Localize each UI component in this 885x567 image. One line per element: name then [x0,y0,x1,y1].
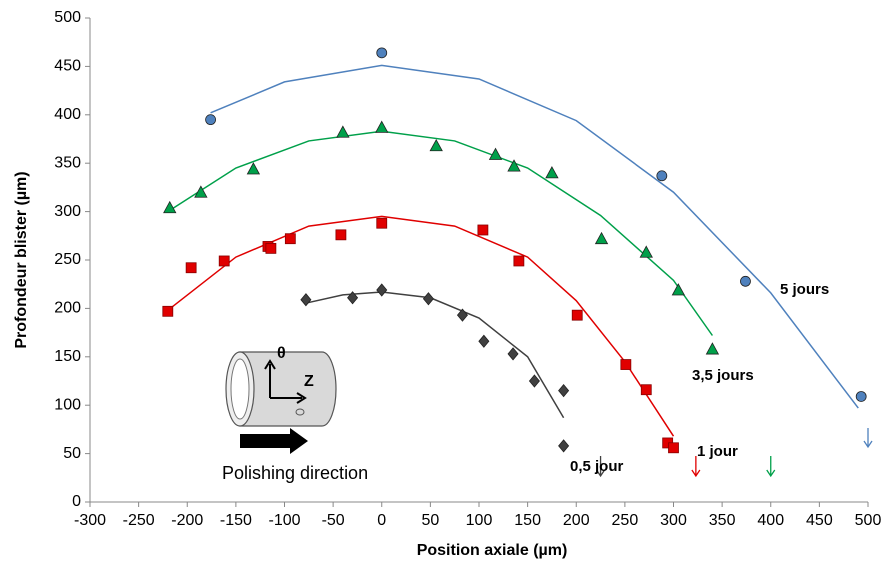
y-tick-label: 250 [54,251,81,268]
point [507,347,519,361]
arrow [691,456,701,478]
y-tick-label: 50 [63,445,81,462]
series-label: 0,5 jour [570,458,624,475]
arrow [863,428,873,449]
point [488,147,503,160]
point [620,359,632,370]
arrow [596,456,606,478]
point [571,309,583,321]
cylinder-bore [230,358,250,420]
cylinder-body [239,351,337,427]
y-tick-label: 300 [54,203,81,220]
point [265,242,277,254]
point [740,275,751,287]
z-label: Z [304,373,314,390]
point [194,185,208,198]
fit-curve [210,64,859,409]
y-tick-label: 200 [54,300,81,317]
inset-caption: Polishing direction [222,463,368,483]
point [456,308,468,322]
x-tick-label: 400 [757,512,784,529]
x-tick-label: -250 [123,512,155,529]
point [218,255,230,267]
point [640,384,652,396]
point [558,384,570,398]
y-tick-label: 0 [72,493,81,510]
x-tick-label: 100 [466,512,493,529]
y-axis-title: Profondeur blister (µm) [13,171,30,348]
x-tick-label: -100 [268,512,300,529]
theta-arrowhead [264,359,276,370]
point [163,200,177,214]
x-tick-label: 350 [709,512,736,529]
point [335,229,347,241]
point [300,293,312,307]
inset-diagram: θ Z Polishing direction [222,345,368,483]
x-tick-label: 0 [377,512,386,529]
point [422,292,434,306]
point [545,166,559,179]
x-tick-label: -300 [74,512,106,529]
point [347,291,359,305]
point [336,125,350,138]
series-label: 3,5 jours [692,367,754,384]
point [507,159,521,172]
fit-curve [167,130,714,336]
point [478,334,490,348]
arrow [766,456,776,478]
point [855,391,867,402]
x-tick-label: -150 [220,512,252,529]
point [376,217,388,229]
hole [295,408,305,416]
point [477,224,489,236]
point [205,114,216,126]
point [376,283,388,297]
y-tick-label: 150 [54,348,81,365]
point [376,47,388,59]
x-tick-label: 450 [806,512,833,529]
x-tick-label: -200 [171,512,203,529]
x-tick-label: 300 [660,512,687,529]
x-tick-label: 150 [514,512,541,529]
point [639,245,653,258]
y-tick-label: 350 [54,154,81,171]
y-tick-label: 100 [54,396,81,413]
point [558,439,570,453]
series-label: 5 jours [780,281,829,298]
x-tick-label: 250 [612,512,639,529]
fit-curve [167,215,675,437]
theta-label: θ [277,345,286,362]
series-label: 1 jour [697,443,738,460]
point [162,305,174,317]
point [528,374,540,388]
x-axis-title: Position axiale (µm) [417,542,568,559]
z-arrowhead [296,392,307,404]
y-tick-label: 400 [54,106,81,123]
x-tick-label: 200 [563,512,590,529]
point [284,233,296,245]
point [705,342,720,355]
point [375,120,389,133]
x-tick-label: -50 [322,512,345,529]
polishing-arrow [240,428,308,454]
y-tick-label: 500 [54,9,81,26]
point [668,442,679,454]
point [429,138,443,152]
x-tick-label: 50 [421,512,439,529]
x-tick-label: 500 [855,512,882,529]
point [185,262,197,274]
point [671,283,686,296]
point [656,170,668,182]
point [594,231,609,245]
y-tick-label: 450 [54,58,81,75]
point [246,162,261,175]
point [513,255,525,267]
fit-curve [303,291,565,419]
